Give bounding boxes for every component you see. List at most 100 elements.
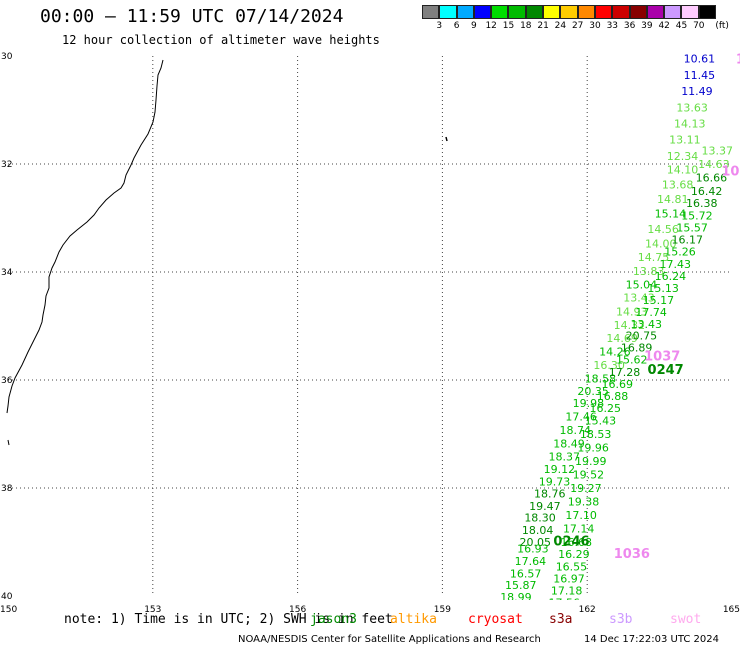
lat-tick-label: 38 [1, 484, 13, 494]
wave-height-label: 17.28 [609, 366, 641, 379]
wave-height-label: 17.46 [565, 411, 597, 424]
wave-height-label: 11.49 [681, 85, 713, 98]
wave-height-label: 16.97 [553, 573, 585, 586]
wave-height-label: 16.24 [655, 270, 687, 283]
legend-label: 39 [641, 21, 653, 31]
legend-label: 45 [675, 21, 688, 31]
wave-height-label: 16.38 [686, 197, 718, 210]
map-title: 00:00 – 11:59 UTC 07/14/2024 [40, 6, 344, 27]
legend-label: 33 [606, 21, 619, 31]
lon-tick-label: 159 [434, 605, 451, 615]
wave-height-label: 12.34 [667, 150, 699, 163]
legend-swatch [646, 5, 665, 19]
wave-height-label: 11.45 [684, 69, 716, 82]
coastline-south-point [7, 439, 10, 446]
satellite-name: s3a [549, 612, 573, 627]
legend-swatch [422, 5, 440, 19]
wave-height-label: 19.47 [529, 500, 561, 513]
legend-label: 15 [502, 21, 515, 31]
legend-label: 36 [623, 21, 636, 31]
wave-height-label: 17.64 [515, 555, 547, 568]
wave-height-label: 16.88 [597, 390, 629, 403]
wave-height-label: 14.13 [674, 118, 706, 131]
legend-swatch [629, 5, 647, 19]
satellite-name: jason3 [310, 612, 357, 627]
wave-height-label: 16.17 [672, 234, 704, 247]
coastline-islet [445, 136, 448, 142]
wave-height-label: 18.53 [580, 428, 612, 441]
legend-swatch [612, 5, 630, 19]
pass-time-label: 10 [736, 53, 740, 68]
wave-height-label: 19.99 [575, 455, 607, 468]
wave-height-label: 14.81 [657, 193, 689, 206]
legend-label: 18 [520, 21, 532, 31]
wave-height-label: 19.96 [577, 442, 609, 455]
pass-time-label: 1036 [614, 547, 650, 562]
map-subtitle: 12 hour collection of altimeter wave hei… [62, 33, 380, 47]
wave-height-label: 15.14 [655, 208, 687, 221]
wave-height-label: 15.72 [681, 209, 713, 222]
wave-height-label: 13.43 [623, 291, 655, 304]
legend-label: 3 [436, 21, 443, 31]
wave-height-label: 14.75 [638, 251, 670, 264]
axis-tick-labels: 150 153 156 159 162 165 30 32 34 36 38 40 [0, 52, 740, 615]
legend-label: 9 [471, 21, 477, 31]
legend-label: 70 [693, 21, 705, 31]
wave-height-label: 13.68 [662, 179, 694, 192]
legend-swatch [560, 5, 578, 19]
wave-height-label: 15.62 [616, 353, 648, 366]
color-legend-labels: 3 6 9 12 15 18 21 24 27 30 33 36 39 42 45 70 (ft) [422, 21, 740, 33]
legend-swatch [664, 5, 682, 19]
legend-swatch [594, 5, 613, 19]
lat-tick-label: 32 [1, 160, 12, 170]
lat-tick-label: 40 [1, 592, 13, 602]
wave-height-label: 19.27 [570, 482, 602, 495]
legend-label: 30 [589, 21, 601, 31]
wave-height-label: 14.32 [614, 319, 646, 332]
legend-swatch [577, 5, 595, 19]
wave-height-label: 18.74 [560, 424, 592, 437]
wave-height-label: 14.93 [616, 305, 648, 318]
legend-swatch [698, 5, 717, 19]
legend-label: 6 [453, 21, 460, 31]
wave-height-label: 16.25 [589, 402, 621, 415]
wave-height-label: 13.11 [669, 134, 701, 147]
wave-height-label: 15.87 [505, 579, 537, 592]
legend-label: 12 [485, 21, 497, 31]
legend-swatch [491, 5, 509, 19]
lat-tick-label: 30 [1, 52, 13, 62]
wave-height-label: 16.30 [593, 359, 625, 372]
lat-tick-label: 36 [1, 376, 13, 386]
wave-height-label: 19.73 [539, 476, 571, 489]
wave-height-label: 20.35 [577, 385, 609, 398]
wave-height-labels: 10.61 11.45 11.49 13.63 14.13 13.11 12.3414.10… [500, 53, 733, 609]
legend-swatch [543, 5, 561, 19]
wave-height-label: 13.37 [701, 145, 733, 158]
wave-height-label: 15.43 [585, 415, 617, 428]
legend-label: 42 [658, 21, 670, 31]
wave-height-label: 14.69 [606, 332, 638, 345]
wave-height-label: 13.83 [633, 265, 665, 278]
footer-note-text: note: 1) Time is in UTC; 2) SWH is in fe… [64, 612, 393, 627]
wave-height-label: 16.68 [561, 536, 593, 549]
pass-time-label: 0246 [553, 534, 589, 549]
wave-height-label: 18.49 [553, 438, 585, 451]
wave-height-label: 14.00 [645, 237, 677, 250]
wave-height-label: 19.98 [573, 397, 605, 410]
lon-tick-label: 162 [579, 605, 596, 615]
timestamp-text: 14 Dec 17:22:03 UTC 2024 [584, 634, 719, 645]
color-legend [422, 5, 717, 21]
lat-lon-grid [8, 56, 732, 596]
wave-height-label: 18.76 [534, 487, 566, 500]
wave-height-label: 20.75 [626, 330, 658, 343]
wave-height-label: 17.56 [548, 596, 580, 609]
wave-height-label: 20.05 [520, 536, 552, 549]
wave-height-label: 15.04 [626, 278, 658, 291]
wave-height-label: 17.43 [659, 258, 691, 271]
credit-text: NOAA/NESDIS Center for Satellite Applica… [238, 634, 541, 645]
wave-height-label: 19.38 [568, 496, 600, 509]
wave-height-label: 16.69 [602, 378, 634, 391]
